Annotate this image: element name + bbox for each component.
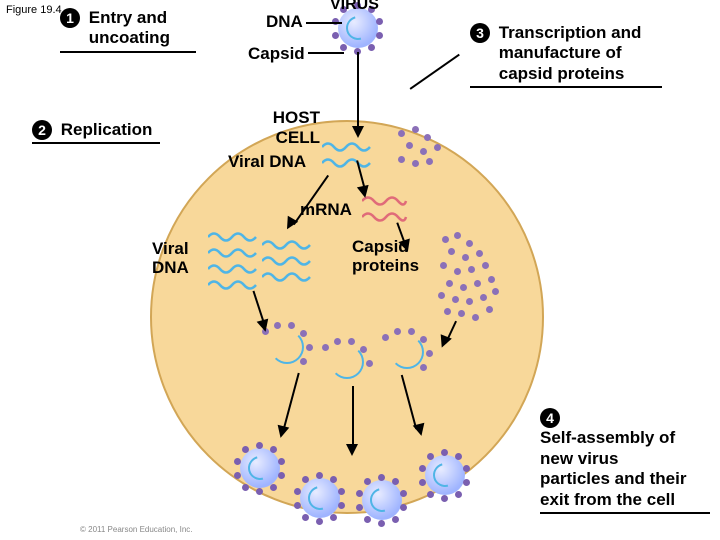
arrow-exit-2 bbox=[352, 386, 354, 446]
figure-label: Figure 19.4 bbox=[6, 4, 62, 16]
label-viral-dna-top: Viral DNA bbox=[228, 152, 306, 172]
virus-exit-2 bbox=[300, 478, 340, 518]
viral-dna-side-6 bbox=[262, 254, 312, 264]
label-dna: DNA bbox=[266, 12, 303, 32]
mrna-2 bbox=[362, 210, 408, 220]
leader-step3 bbox=[410, 54, 460, 90]
step-3: 3 Transcription and manufacture of capsi… bbox=[470, 23, 680, 88]
assembling-dna-1 bbox=[270, 330, 304, 364]
step-2: 2 Replication bbox=[32, 120, 182, 144]
label-capsid-proteins: Capsid proteins bbox=[352, 238, 432, 275]
virus-exit-4 bbox=[425, 455, 465, 495]
assembling-dna-2 bbox=[330, 345, 364, 379]
viral-dna-top-2 bbox=[322, 156, 372, 166]
viral-dna-side-1 bbox=[208, 230, 258, 240]
label-capsid: Capsid bbox=[248, 44, 305, 64]
step-1-text: Entry and uncoating bbox=[89, 8, 209, 49]
viral-dna-top-1 bbox=[322, 140, 372, 150]
step-1-number: 1 bbox=[60, 8, 80, 28]
step-1: 1 Entry and uncoating bbox=[60, 8, 220, 53]
step-2-text: Replication bbox=[61, 120, 153, 139]
step-3-number: 3 bbox=[470, 23, 490, 43]
label-viral-dna-side: Viral DNA bbox=[152, 240, 198, 277]
step-4: 4 Self-assembly of new virus particles a… bbox=[540, 408, 715, 514]
viral-dna-side-3 bbox=[208, 262, 258, 272]
step-4-number: 4 bbox=[540, 408, 560, 428]
arrow-entry-line bbox=[357, 52, 359, 128]
step-2-number: 2 bbox=[32, 120, 52, 140]
step-3-text: Transcription and manufacture of capsid … bbox=[499, 23, 679, 84]
label-host-cell: HOST CELL bbox=[250, 108, 320, 147]
viral-dna-side-2 bbox=[208, 246, 258, 256]
virus-exit-1 bbox=[240, 448, 280, 488]
assembling-dna-3 bbox=[390, 335, 424, 369]
copyright: © 2011 Pearson Education, Inc. bbox=[80, 525, 192, 534]
label-virus: VIRUS bbox=[330, 0, 379, 14]
arrow-entry-head bbox=[352, 126, 364, 138]
arrow-transcription-head bbox=[357, 185, 371, 199]
viral-dna-side-7 bbox=[262, 270, 312, 280]
leader-dna bbox=[306, 22, 342, 24]
viral-dna-side-4 bbox=[208, 278, 258, 288]
step-4-text: Self-assembly of new virus particles and… bbox=[540, 428, 688, 510]
arrow-exit-2-head bbox=[346, 444, 358, 456]
virus-exit-3 bbox=[362, 480, 402, 520]
viral-dna-side-5 bbox=[262, 238, 312, 248]
leader-capsid bbox=[308, 52, 344, 54]
